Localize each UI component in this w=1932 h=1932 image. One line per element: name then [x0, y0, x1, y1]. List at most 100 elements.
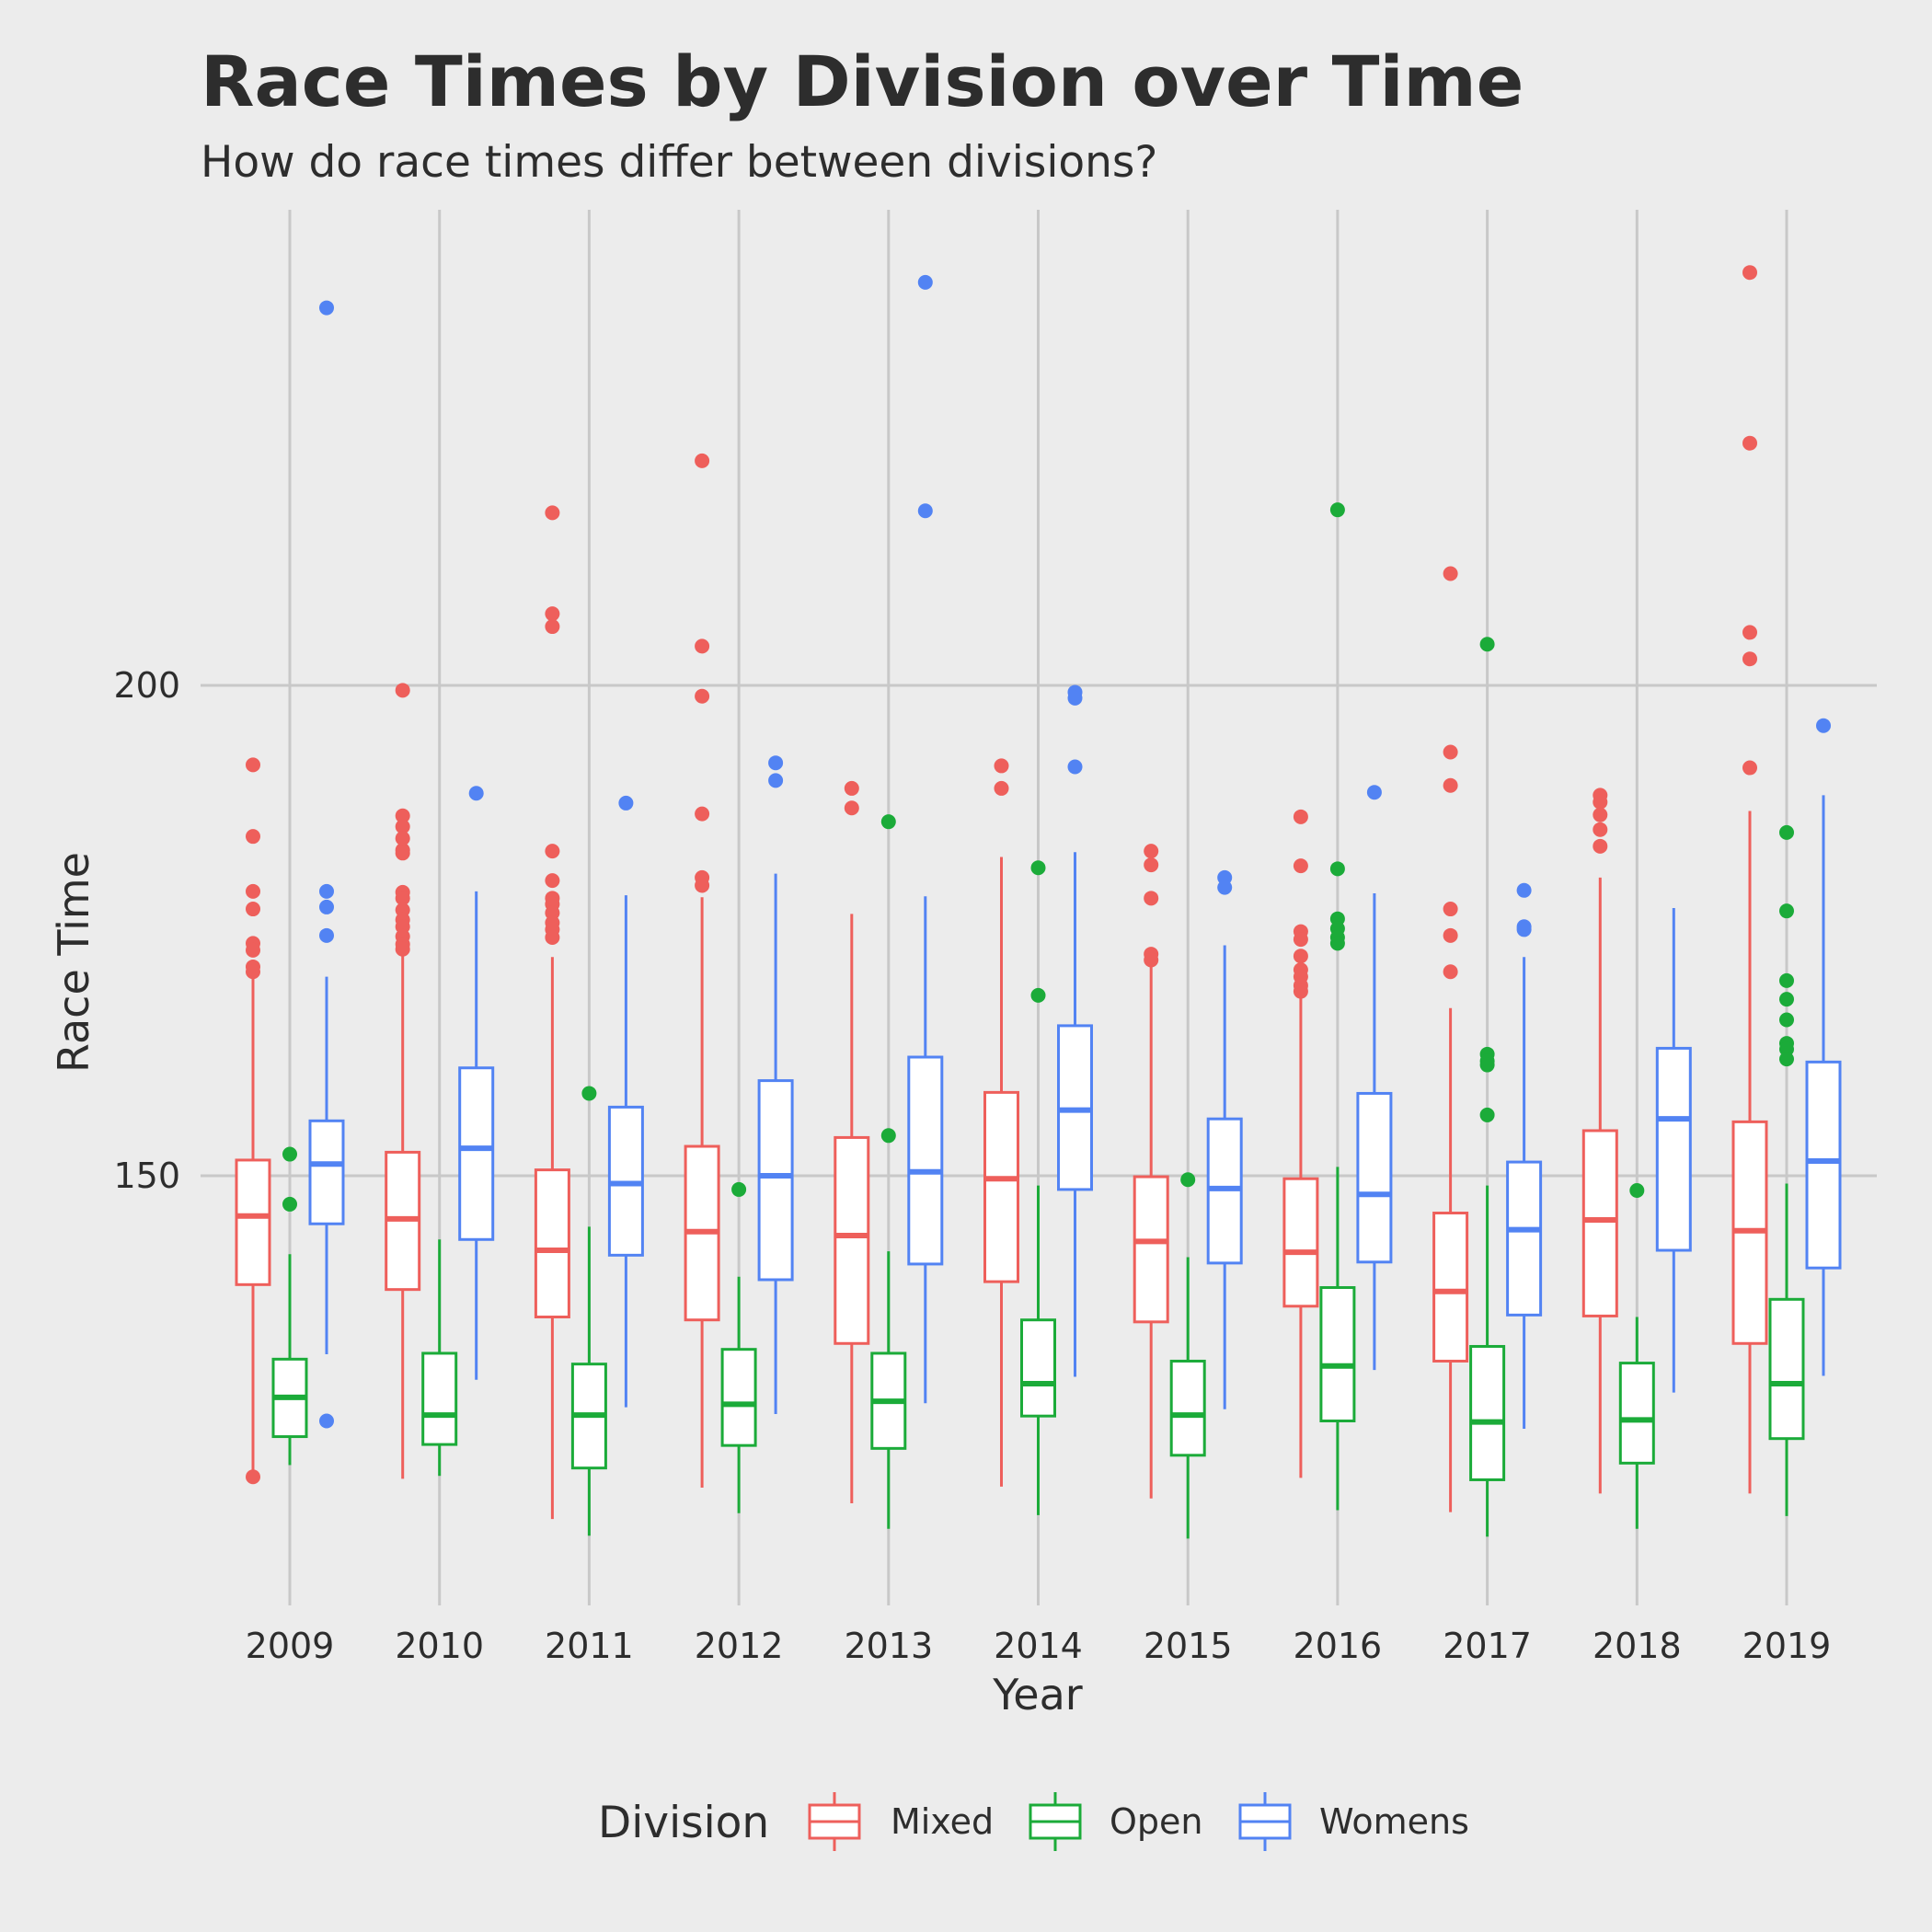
outlier-point: [1593, 822, 1608, 837]
outlier-point: [319, 1413, 334, 1429]
outlier-point: [319, 899, 334, 914]
outlier-point: [319, 300, 334, 316]
outlier-point: [994, 758, 1009, 774]
box-mixed-2012: [684, 453, 720, 1488]
box-womens-2013: [907, 274, 944, 1404]
box-iqr: [720, 1348, 757, 1447]
outlier-point: [1293, 983, 1308, 999]
box-open-2016: [1319, 502, 1356, 1511]
box-open-2018: [1618, 1182, 1655, 1529]
outlier-point: [1742, 435, 1757, 451]
axes: 150 200 2009 2010 2011 2012 2013 2014 2015 2016 20…: [113, 665, 1831, 1666]
outlier-point: [618, 795, 634, 811]
x-tick-label-2012: 2012: [695, 1626, 784, 1666]
outlier-point: [880, 814, 896, 830]
outlier-point: [1779, 824, 1794, 840]
box-iqr: [1356, 1091, 1393, 1264]
outlier-point: [880, 1128, 896, 1144]
outlier-point: [282, 1146, 297, 1162]
legend-label-open: Open: [1110, 1801, 1203, 1842]
outlier-point: [319, 927, 334, 943]
outlier-point: [1742, 651, 1757, 667]
x-tick-label-2019: 2019: [1742, 1626, 1832, 1666]
box-open-2019: [1768, 824, 1805, 1516]
outlier-point: [319, 883, 334, 899]
legend-label-womens: Womens: [1319, 1801, 1469, 1842]
outlier-point: [695, 806, 710, 822]
outlier-point: [395, 808, 410, 823]
outlier-point: [395, 941, 410, 957]
outlier-point: [1180, 1172, 1196, 1188]
outlier-point: [246, 829, 260, 845]
box-iqr: [1133, 1175, 1169, 1324]
outlier-point: [246, 757, 260, 773]
outlier-point: [1293, 949, 1308, 964]
box-iqr: [907, 1055, 944, 1266]
box-womens-2016: [1356, 785, 1393, 1371]
legend-label-mixed: Mixed: [891, 1801, 994, 1842]
chart-subtitle: How do race times differ between divisio…: [201, 137, 1157, 188]
box-iqr: [1469, 1344, 1506, 1481]
box-open-2010: [421, 1239, 458, 1477]
box-iqr: [1020, 1318, 1056, 1418]
box-womens-2010: [458, 786, 495, 1380]
outlier-point: [246, 883, 260, 899]
outlier-point: [731, 1181, 747, 1197]
x-tick-label-2010: 2010: [395, 1626, 484, 1666]
box-mixed-2011: [534, 505, 570, 1520]
outlier-point: [1779, 1052, 1794, 1067]
outlier-point: [695, 638, 710, 654]
outlier-point: [1629, 1182, 1645, 1198]
box-mixed-2016: [1282, 809, 1319, 1478]
outlier-point: [695, 688, 710, 704]
box-mixed-2018: [1581, 788, 1618, 1494]
outlier-point: [844, 800, 859, 816]
outlier-point: [1742, 625, 1757, 640]
box-iqr: [1319, 1286, 1356, 1423]
outlier-point: [1443, 927, 1458, 943]
outlier-point: [844, 780, 859, 796]
x-tick-label-2016: 2016: [1294, 1626, 1383, 1666]
outlier-point: [1144, 952, 1159, 968]
box-womens-2019: [1805, 718, 1842, 1376]
outlier-point: [581, 1086, 597, 1101]
box-iqr: [757, 1079, 794, 1282]
outlier-point: [1593, 794, 1608, 810]
outlier-point: [395, 891, 410, 906]
outlier-point: [768, 773, 784, 788]
box-womens-2012: [757, 755, 794, 1415]
series-womens: [308, 274, 1842, 1430]
outlier-point: [1516, 922, 1532, 937]
outlier-point: [1742, 760, 1757, 776]
outlier-point: [768, 755, 784, 771]
box-mixed-2015: [1133, 844, 1169, 1499]
outlier-point: [395, 845, 410, 861]
box-iqr: [1169, 1359, 1206, 1457]
outlier-point: [545, 929, 560, 945]
outlier-point: [1293, 809, 1308, 824]
box-iqr: [1805, 1060, 1842, 1270]
series-mixed: [235, 265, 1768, 1520]
series-open: [271, 502, 1805, 1539]
box-open-2011: [570, 1086, 607, 1536]
outlier-point: [1742, 265, 1757, 281]
legend-key-mixed: [808, 1792, 861, 1851]
box-iqr: [1282, 1177, 1319, 1308]
box-mixed-2014: [983, 758, 1019, 1487]
outlier-point: [1593, 838, 1608, 854]
x-tick-label-2014: 2014: [994, 1626, 1083, 1666]
outlier-point: [1816, 718, 1831, 733]
outlier-point: [1329, 936, 1345, 951]
outlier-point: [395, 683, 410, 698]
outlier-point: [1067, 759, 1083, 775]
outlier-point: [1366, 785, 1382, 800]
box-open-2009: [271, 1146, 308, 1466]
outlier-point: [1779, 1012, 1794, 1028]
box-womens-2014: [1057, 684, 1093, 1377]
x-axis-title: Year: [992, 1670, 1082, 1719]
outlier-point: [545, 606, 560, 622]
outlier-point: [1593, 807, 1608, 822]
